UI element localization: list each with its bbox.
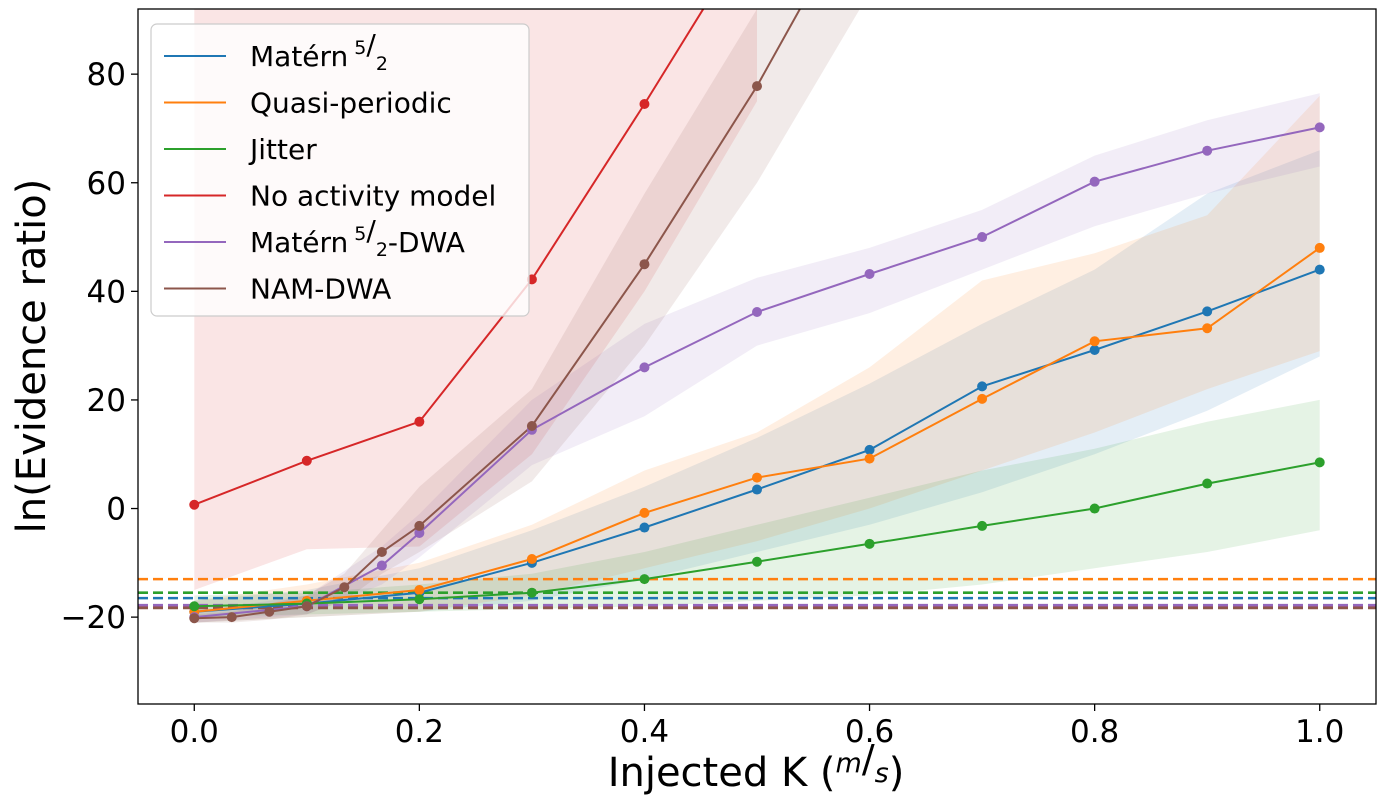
- point-series-5-6: [414, 520, 425, 531]
- point-series-3-4: [639, 99, 650, 110]
- point-series-5-9: [752, 81, 762, 92]
- point-series-4-3: [414, 527, 425, 538]
- point-series-4-11: [1314, 122, 1325, 133]
- point-series-4-7: [864, 268, 875, 279]
- y-tick-label: −20: [61, 600, 126, 636]
- series-points: [189, 81, 1325, 624]
- y-tick-label: 60: [87, 166, 126, 202]
- x-tick-label: 0.8: [1070, 714, 1119, 750]
- legend-label-series-3: No activity model: [250, 180, 496, 213]
- legend-label-series-1: Quasi-periodic: [250, 87, 452, 120]
- point-series-2-4: [639, 574, 650, 585]
- point-series-4-5: [639, 362, 650, 373]
- point-series-2-10: [1314, 457, 1325, 468]
- legend-label-series-0: Matérn 5/2: [250, 28, 388, 75]
- legend-label-series-5: NAM-DWA: [250, 273, 391, 306]
- legend: Matérn 5/2 Quasi-periodic Jitter No activity…: [150, 23, 530, 317]
- y-tick-label: 80: [87, 57, 126, 93]
- band-series-2: [194, 399, 1320, 618]
- x-axis-ticks: 0.0 0.2 0.4 0.6 0.8 1.0: [170, 704, 1344, 750]
- y-tick-label: 0: [106, 492, 126, 528]
- point-series-1-4: [639, 507, 650, 518]
- point-series-1-5: [752, 472, 762, 483]
- point-series-1-8: [1089, 336, 1100, 347]
- point-series-5-8: [639, 259, 650, 270]
- x-axis-label: Injected K (m/s): [608, 737, 905, 796]
- point-series-5-3: [301, 601, 312, 612]
- point-series-4-9: [1089, 176, 1100, 187]
- y-axis-ticks: −20 0 20 40 60 80: [61, 57, 138, 636]
- point-series-4-10: [1202, 145, 1213, 156]
- point-series-1-10: [1314, 242, 1325, 253]
- point-series-5-0: [189, 613, 200, 624]
- point-series-0-7: [977, 381, 988, 392]
- point-series-5-4: [339, 582, 350, 593]
- x-tick-label: 1.0: [1295, 714, 1344, 750]
- legend-box: [150, 23, 530, 317]
- band-series-0: [194, 150, 1320, 623]
- point-series-4-2: [376, 560, 387, 571]
- point-series-5-1: [226, 612, 237, 623]
- y-tick-label: 40: [87, 274, 126, 310]
- plot-frame: [137, 8, 1377, 705]
- point-series-2-7: [977, 520, 988, 531]
- point-series-0-5: [752, 484, 762, 495]
- point-series-0-8: [1089, 344, 1100, 355]
- legend-label-series-2: Jitter: [248, 133, 317, 166]
- point-series-1-7: [977, 393, 988, 404]
- x-tick-label: 0.4: [620, 714, 669, 750]
- point-series-5-2: [264, 606, 275, 617]
- point-series-2-6: [864, 538, 875, 549]
- point-series-2-2: [414, 594, 425, 605]
- point-series-1-9: [1202, 323, 1213, 334]
- band-series-1: [194, 95, 1320, 623]
- point-series-2-9: [1202, 478, 1213, 489]
- baseline-lines: [138, 577, 1376, 610]
- point-series-1-3: [526, 554, 537, 565]
- point-series-4-6: [752, 306, 762, 317]
- point-series-3-1: [301, 455, 312, 466]
- point-series-0-6: [864, 444, 875, 455]
- x-tick-label: 0.6: [845, 714, 894, 750]
- y-tick-label: 20: [87, 383, 126, 419]
- point-series-5-5: [376, 546, 387, 557]
- point-series-4-8: [977, 232, 988, 243]
- line-series-3: [193, 9, 705, 506]
- point-series-2-3: [526, 587, 537, 598]
- x-tick-label: 0.0: [170, 714, 219, 750]
- band-series-5: [194, 9, 860, 623]
- point-series-0-10: [1314, 264, 1325, 275]
- point-series-2-8: [1089, 503, 1100, 514]
- point-series-0-4: [639, 522, 650, 533]
- point-series-2-0: [189, 601, 200, 612]
- line-series-4: [194, 126, 1320, 619]
- x-tick-label: 0.2: [395, 714, 444, 750]
- point-series-3-2: [414, 416, 425, 427]
- point-series-0-9: [1202, 306, 1213, 317]
- point-series-5-7: [526, 421, 537, 431]
- y-axis-label: ln(Evidence ratio): [9, 179, 55, 534]
- point-series-3-0: [189, 499, 200, 510]
- point-series-1-6: [864, 453, 875, 464]
- legend-label-series-4: Matérn 5/2-DWA: [250, 214, 465, 261]
- band-series-4: [194, 93, 1320, 623]
- point-series-2-5: [752, 556, 762, 567]
- point-series-1-2: [414, 584, 425, 595]
